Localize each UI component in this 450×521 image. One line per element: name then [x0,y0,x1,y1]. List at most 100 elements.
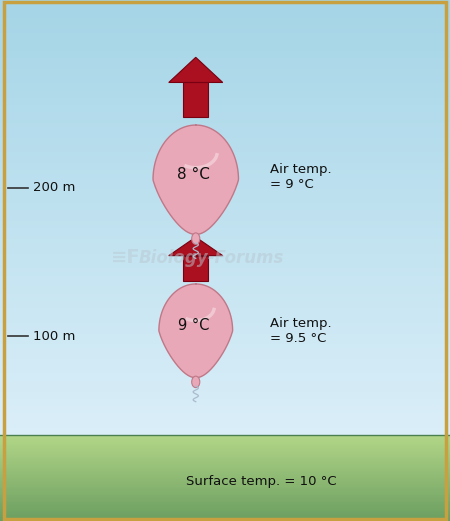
Bar [0,163,450,167]
Polygon shape [183,82,208,117]
Bar [0,11,450,15]
Bar [0,326,450,330]
Bar [0,261,450,265]
Bar [0,475,450,477]
Bar [0,246,450,250]
Bar [0,152,450,156]
Bar [0,381,450,384]
Ellipse shape [192,376,200,388]
Bar [0,29,450,33]
Bar [0,377,450,381]
Bar [0,91,450,94]
Bar [0,225,450,228]
Bar [0,388,450,392]
Polygon shape [153,125,238,234]
Bar [0,498,450,500]
Bar [0,518,450,519]
Bar [0,102,450,105]
Bar [0,504,450,505]
Bar [0,417,450,420]
Bar [0,218,450,221]
Bar [0,15,450,18]
Bar [0,333,450,337]
Bar [0,192,450,196]
Bar [0,51,450,54]
Bar [0,442,450,443]
Bar [0,420,450,424]
Bar [0,443,450,445]
Bar [0,61,450,65]
Bar [0,452,450,454]
Bar [0,279,450,283]
Bar [0,148,450,152]
Bar [0,4,450,7]
Bar [0,492,450,494]
Bar [0,428,450,431]
Bar [0,239,450,243]
Bar [0,159,450,163]
Bar [0,500,450,501]
Bar [0,308,450,312]
Bar [0,297,450,301]
Bar [0,116,450,120]
Polygon shape [159,284,233,378]
Bar [0,18,450,22]
Text: 8 °C: 8 °C [177,167,210,182]
Bar [0,514,450,515]
Bar [0,235,450,239]
Bar [0,370,450,374]
Bar [0,265,450,268]
Bar [0,257,450,261]
Bar [0,469,450,471]
Bar [0,460,450,461]
Bar [0,510,450,511]
Bar [0,44,450,47]
Text: 100 m: 100 m [33,330,76,342]
Bar [0,294,450,297]
Bar [0,461,450,462]
Bar [0,290,450,294]
Text: Air temp.
= 9 °C: Air temp. = 9 °C [270,163,332,191]
Bar [0,513,450,514]
Text: 200 m: 200 m [33,181,76,194]
Bar [0,87,450,91]
Bar [0,196,450,200]
Bar [0,250,450,254]
Bar [0,366,450,370]
Bar [0,517,450,518]
Bar [0,488,450,490]
Bar [0,384,450,388]
Bar [0,448,450,449]
Bar [0,54,450,58]
Bar [0,174,450,178]
Bar [0,494,450,495]
Bar [0,287,450,290]
Bar [0,502,450,504]
Bar [0,170,450,174]
Bar [0,214,450,218]
Bar [0,438,450,439]
Bar [0,348,450,352]
Bar [0,395,450,399]
Bar [0,134,450,138]
Bar [0,413,450,417]
Bar [0,109,450,113]
Bar [0,113,450,116]
Bar [0,337,450,341]
Bar [0,472,450,474]
Bar [0,477,450,478]
Bar [0,501,450,502]
Bar [0,210,450,214]
Bar [0,467,450,468]
Text: Surface temp. = 10 °C: Surface temp. = 10 °C [186,476,336,488]
Bar [0,341,450,344]
Bar [0,283,450,287]
Bar [0,33,450,36]
Bar [0,454,450,455]
Bar [0,94,450,98]
Bar [0,185,450,189]
Bar [0,76,450,80]
Bar [0,508,450,510]
Bar [0,130,450,134]
Bar [0,374,450,377]
